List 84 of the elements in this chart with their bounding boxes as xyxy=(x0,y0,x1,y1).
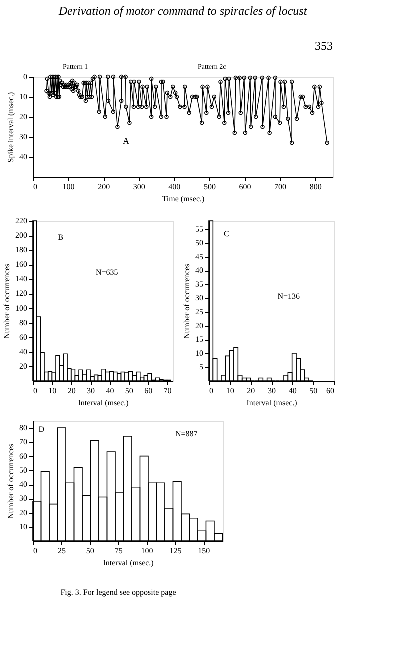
y-tick-label: 25 xyxy=(196,308,204,317)
x-tick-label: 50 xyxy=(86,546,94,556)
x-tick-label: 400 xyxy=(168,182,181,192)
annotation: C xyxy=(224,230,230,239)
x-axis-title: Interval (msec.) xyxy=(78,398,130,408)
y-tick-label: 55 xyxy=(196,224,204,234)
y-tick-label: 35 xyxy=(196,280,204,289)
y-tick-label: 5 xyxy=(200,362,204,372)
y-tick-label: 200 xyxy=(16,231,28,240)
y-tick-label: 0 xyxy=(24,72,28,82)
x-tick-label: 700 xyxy=(274,182,287,192)
y-tick-label: 45 xyxy=(196,252,204,262)
x-tick-label: 10 xyxy=(48,386,57,396)
y-axis-title: Spike interval (msec.) xyxy=(6,92,16,163)
y-tick-label: 100 xyxy=(16,304,28,313)
y-tick-label: 20 xyxy=(20,362,28,371)
annotation: N=136 xyxy=(278,292,300,301)
y-tick-label: 15 xyxy=(196,335,204,344)
x-tick-label: 150 xyxy=(198,546,210,556)
x-tick-label: 10 xyxy=(226,386,234,396)
y-tick-label: 30 xyxy=(196,294,204,303)
x-tick-label: 300 xyxy=(133,182,146,192)
x-tick-label: 40 xyxy=(106,386,114,396)
y-tick-label: 160 xyxy=(16,260,28,270)
y-tick-label: 10 xyxy=(20,92,28,102)
y-tick-label: 50 xyxy=(196,238,204,248)
x-tick-label: 125 xyxy=(170,546,182,556)
y-tick-label: 60 xyxy=(20,452,28,461)
x-tick-label: 25 xyxy=(58,546,66,556)
x-axis-title: Interval (msec.) xyxy=(246,398,298,408)
x-tick-label: 800 xyxy=(310,182,322,192)
y-tick-label: 80 xyxy=(20,424,28,433)
x-tick-label: 50 xyxy=(310,386,318,396)
y-tick-label: 50 xyxy=(20,466,28,475)
y-tick-label: 80 xyxy=(20,318,28,328)
y-tick-label: 10 xyxy=(20,522,28,532)
x-axis-title: Interval (msec.) xyxy=(103,558,154,568)
x-tick-label: 60 xyxy=(326,386,334,396)
y-tick-label: 30 xyxy=(20,494,28,504)
y-tick-label: 20 xyxy=(196,321,204,330)
x-tick-label: 20 xyxy=(247,386,256,396)
y-tick-label: 40 xyxy=(20,347,28,356)
x-tick-label: 75 xyxy=(114,546,123,556)
x-tick-label: 30 xyxy=(87,386,96,396)
y-axis-title: Number of occurrences xyxy=(182,264,192,340)
y-tick-label: 60 xyxy=(20,332,28,342)
x-tick-label: 0 xyxy=(210,386,214,396)
y-tick-label: 20 xyxy=(20,508,28,518)
y-axis-title: Number of occurrences xyxy=(2,264,12,340)
x-tick-label: 200 xyxy=(98,182,110,192)
x-tick-label: 20 xyxy=(68,386,76,396)
x-axis-title: Time (msec.) xyxy=(162,194,206,204)
x-tick-label: 600 xyxy=(239,182,252,192)
y-tick-label: 120 xyxy=(16,289,28,298)
y-tick-label: 40 xyxy=(196,266,204,276)
x-tick-label: 500 xyxy=(204,182,216,192)
y-tick-label: 10 xyxy=(196,348,204,358)
x-tick-label: 60 xyxy=(144,386,153,396)
x-tick-label: 0 xyxy=(34,546,38,556)
y-tick-label: 40 xyxy=(20,152,28,162)
chart-title: Derivation of motor command to spiracles of locust xyxy=(58,4,308,18)
x-tick-label: 70 xyxy=(164,386,172,396)
y-tick-label: 20 xyxy=(20,112,28,122)
y-tick-label: 180 xyxy=(16,246,28,255)
annotation: B xyxy=(58,232,64,242)
y-tick-label: 70 xyxy=(20,438,28,447)
caption: Fig. 3. For legend see opposite page xyxy=(60,588,177,597)
annotation: A xyxy=(123,136,130,146)
x-tick-label: 100 xyxy=(141,546,154,556)
y-tick-label: 30 xyxy=(20,132,28,142)
x-tick-label: 40 xyxy=(288,386,297,396)
x-tick-label: 100 xyxy=(62,182,75,192)
x-tick-label: 0 xyxy=(34,182,38,192)
annotation: N=635 xyxy=(96,268,118,277)
y-tick-label: 140 xyxy=(16,274,28,284)
x-tick-label: 30 xyxy=(268,386,276,396)
annotation: N=887 xyxy=(176,430,198,439)
y-tick-label: 40 xyxy=(20,480,28,490)
annotation: D xyxy=(38,424,45,434)
x-tick-label: 0 xyxy=(34,386,38,396)
y-axis-title: Number of occurrences xyxy=(6,444,16,520)
x-tick-label: 50 xyxy=(125,386,134,396)
y-tick-label: 220 xyxy=(16,216,28,226)
text: 353 xyxy=(315,39,333,53)
